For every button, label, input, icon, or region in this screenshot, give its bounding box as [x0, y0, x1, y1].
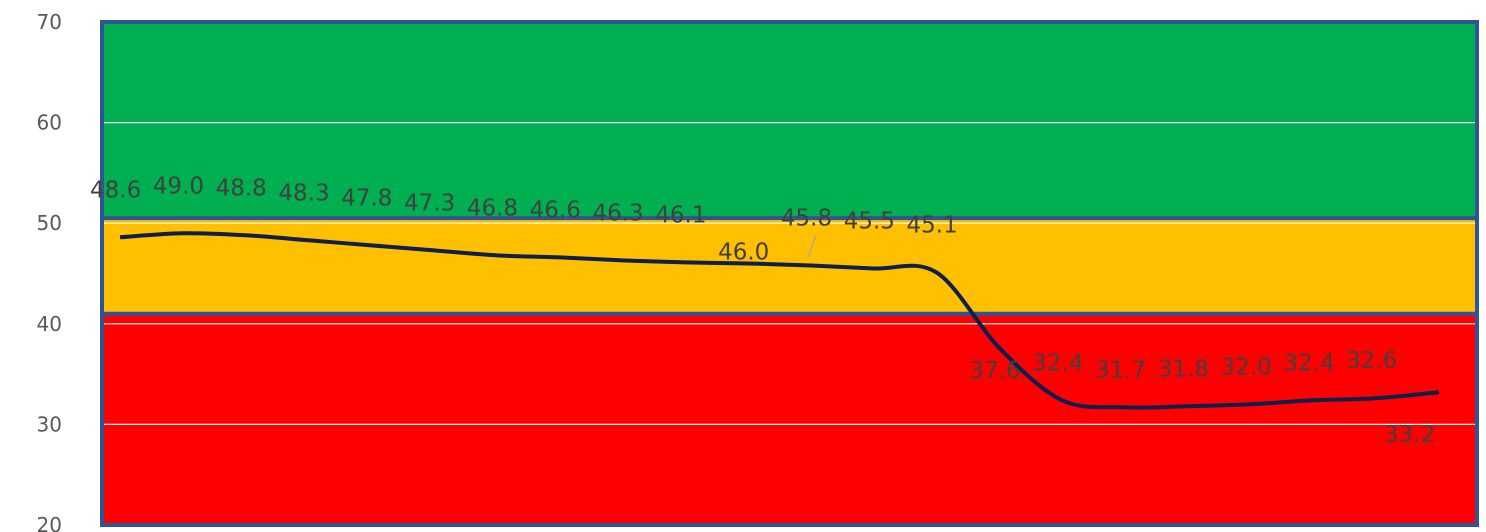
data-label-10: 46.0	[718, 239, 769, 265]
data-label-9: 46.1	[655, 202, 706, 228]
y-tick-label-0: 20	[37, 513, 62, 532]
label-leader-line	[807, 235, 817, 258]
y-tick-label-1: 30	[37, 412, 62, 436]
data-label-18: 32.0	[1221, 354, 1272, 380]
series-line	[119, 231, 1440, 410]
data-label-4: 47.8	[341, 185, 392, 211]
data-label-13: 45.1	[907, 212, 958, 238]
band-border	[100, 20, 1479, 527]
data-label-12: 45.5	[844, 208, 895, 234]
data-label-21: 33.2	[1384, 422, 1435, 448]
data-label-5: 47.3	[404, 190, 455, 216]
data-label-16: 31.7	[1095, 357, 1146, 383]
data-label-15: 32.4	[1032, 350, 1083, 376]
band-2	[102, 22, 1477, 219]
data-label-19: 32.4	[1283, 350, 1334, 376]
data-label-3: 48.3	[278, 180, 329, 206]
data-label-20: 32.6	[1346, 348, 1397, 374]
data-label-11: 45.8	[781, 205, 832, 231]
band-0	[102, 313, 1477, 525]
data-label-17: 31.8	[1158, 356, 1209, 382]
y-tick-label-5: 70	[37, 10, 62, 34]
data-label-2: 48.8	[216, 175, 267, 201]
data-label-6: 46.8	[467, 195, 518, 221]
data-label-7: 46.6	[530, 197, 581, 223]
y-tick-label-4: 60	[37, 111, 62, 135]
data-label-8: 46.3	[592, 200, 643, 226]
y-tick-label-3: 50	[37, 211, 62, 235]
data-label-14: 37.6	[969, 358, 1020, 384]
y-tick-label-2: 40	[37, 312, 62, 336]
data-label-0: 48.6	[90, 177, 141, 203]
data-label-1: 49.0	[153, 173, 204, 199]
